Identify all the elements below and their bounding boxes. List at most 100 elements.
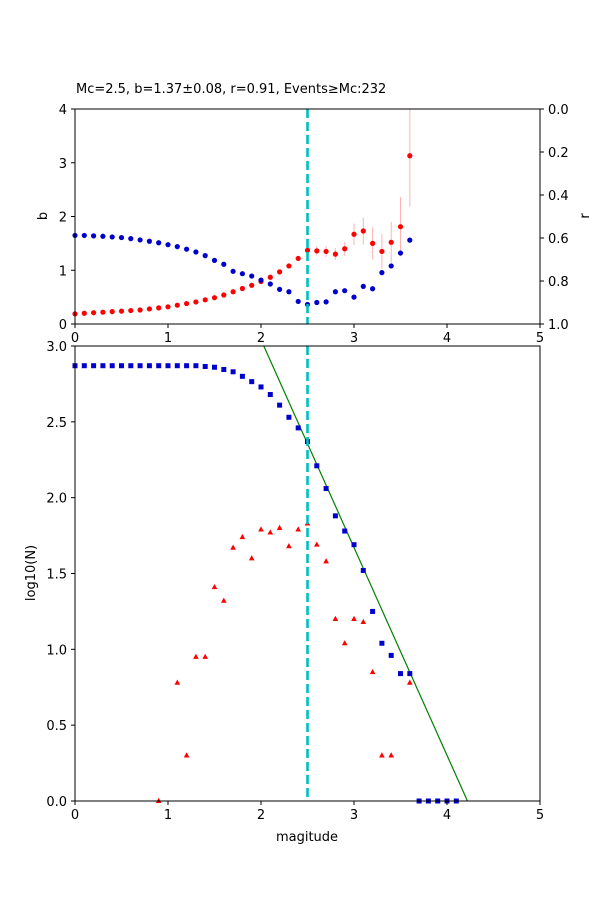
cumulative-count-point (212, 364, 217, 370)
r-right-tick-label: 0.6 (548, 232, 569, 247)
b-value-left-tick-label: 2 (59, 211, 67, 226)
frequency-magnitude-y-axis: 0.0 0.5 1.0 1.5 2.0 2.5 3.0 (46, 340, 75, 810)
cumulative-count-point (202, 363, 208, 369)
incremental-count-point (193, 653, 199, 659)
r-value-point (332, 289, 338, 295)
b-value-point (230, 289, 236, 295)
incremental-count-point (341, 640, 348, 646)
frequency-magnitude-x-tick-label: 0 (71, 808, 79, 823)
frequency-magnitude-x-tick-label: 2 (257, 808, 265, 823)
cumulative-count-point (193, 363, 199, 369)
r-value-point (342, 288, 348, 294)
incremental-count-point (276, 524, 283, 530)
magnitude-x-axis-label: magitude (276, 830, 338, 845)
b-value-x-axis: 0 1 2 3 4 5 (71, 324, 544, 346)
cumulative-count-point (342, 528, 348, 534)
r-value-point (388, 263, 394, 269)
b-value-point (165, 304, 171, 310)
b-value-point (156, 305, 162, 311)
frequency-magnitude-y-tick-label: 2.0 (46, 492, 67, 507)
r-right-tick-label: 0.0 (548, 103, 569, 118)
r-value-point (295, 298, 301, 305)
frequency-magnitude-plot-area (72, 345, 469, 804)
r-value-point (277, 286, 283, 292)
cumulative-count-point (119, 363, 124, 369)
r-right-tick-label: 0.2 (548, 146, 569, 161)
incremental-count-point (239, 533, 246, 540)
incremental-count-point (248, 555, 255, 561)
b-value-point (388, 239, 394, 245)
b-value-point (360, 228, 366, 234)
incremental-count-point (351, 615, 357, 621)
frequency-magnitude-y-tick-label: 1.0 (46, 643, 67, 658)
incremental-count-point (388, 752, 394, 758)
r-value-point (146, 238, 152, 244)
b-value-point (249, 282, 255, 288)
r-value-point (81, 232, 87, 239)
incremental-count-point (155, 797, 162, 803)
incremental-count-point (369, 668, 376, 675)
b-value-point (286, 263, 292, 269)
b-value-point (332, 251, 338, 257)
cumulative-count-point (128, 363, 134, 369)
b-value-point (109, 309, 115, 315)
b-value-x-tick-label: 5 (536, 331, 544, 346)
r-value-point (156, 240, 162, 246)
r-value-point (323, 299, 329, 305)
b-value-point (304, 247, 311, 253)
r-value-point (184, 246, 190, 252)
b-value-point (323, 248, 329, 255)
b-value-point (137, 307, 143, 313)
b-value-point (91, 310, 97, 316)
incremental-count-point (258, 526, 264, 532)
cumulative-count-point (370, 608, 376, 614)
b-value-left-axis-label: b (36, 212, 51, 220)
cumulative-count-point (156, 363, 162, 369)
cumulative-count-point (351, 542, 357, 548)
b-value-point (351, 231, 357, 237)
b-value-point (202, 297, 208, 303)
cumulative-count-point (258, 384, 264, 390)
gutenberg-richter-fit-line (263, 345, 469, 802)
cumulative-count-point (109, 363, 115, 369)
cumulative-count-point (137, 363, 143, 369)
b-value-point (370, 240, 376, 246)
cumulative-count-point (221, 367, 227, 373)
cumulative-count-point (146, 363, 152, 369)
r-value-point (100, 233, 106, 239)
frequency-magnitude-x-axis: 0 1 2 3 4 5 (71, 801, 544, 823)
frequency-magnitude-x-tick-label: 5 (536, 808, 544, 823)
b-value-point (342, 246, 348, 252)
r-value-point (286, 289, 292, 295)
b-value-point (146, 306, 152, 312)
b-value-x-tick-label: 1 (164, 331, 172, 346)
r-value-point (267, 281, 273, 287)
r-right-tick-label: 0.8 (548, 275, 569, 290)
r-value-point (211, 257, 218, 263)
incremental-count-point (314, 541, 320, 547)
b-value-left-axis: 0 1 2 3 4 (59, 103, 75, 333)
frequency-magnitude-x-tick-label: 1 (164, 808, 172, 823)
r-value-point (239, 271, 245, 277)
b-value-point (314, 248, 320, 254)
incremental-count-point (183, 752, 190, 758)
frequency-magnitude-y-tick-label: 0.0 (46, 795, 67, 810)
r-right-axis: 0.0 0.2 0.4 0.6 0.8 1.0 (540, 103, 569, 333)
cumulative-count-point (286, 414, 292, 420)
b-value-left-tick-label: 4 (59, 103, 67, 118)
frequency-magnitude-y-tick-label: 2.5 (46, 416, 67, 431)
cumulative-count-point (407, 671, 413, 677)
frequency-magnitude-panel: 0 1 2 3 4 5 0.0 0.5 1.0 1.5 2.0 2.5 3.0 magitude lo… (24, 340, 544, 845)
r-right-tick-label: 0.4 (548, 189, 569, 204)
cumulative-count-point (267, 392, 273, 398)
frequency-magnitude-y-tick-label: 1.5 (46, 568, 67, 583)
cumulative-count-point (277, 402, 283, 408)
r-value-point (230, 268, 236, 274)
log10n-y-axis-label: log10(N) (24, 545, 39, 601)
r-right-tick-label: 1.0 (548, 318, 569, 333)
b-value-x-tick-label: 2 (257, 331, 265, 346)
cumulative-count-point (165, 363, 171, 369)
incremental-count-point (174, 679, 181, 685)
b-value-title: Mc=2.5, b=1.37±0.08, r=0.91, Events≥Mc:2… (76, 82, 386, 97)
incremental-count-point (407, 679, 413, 685)
